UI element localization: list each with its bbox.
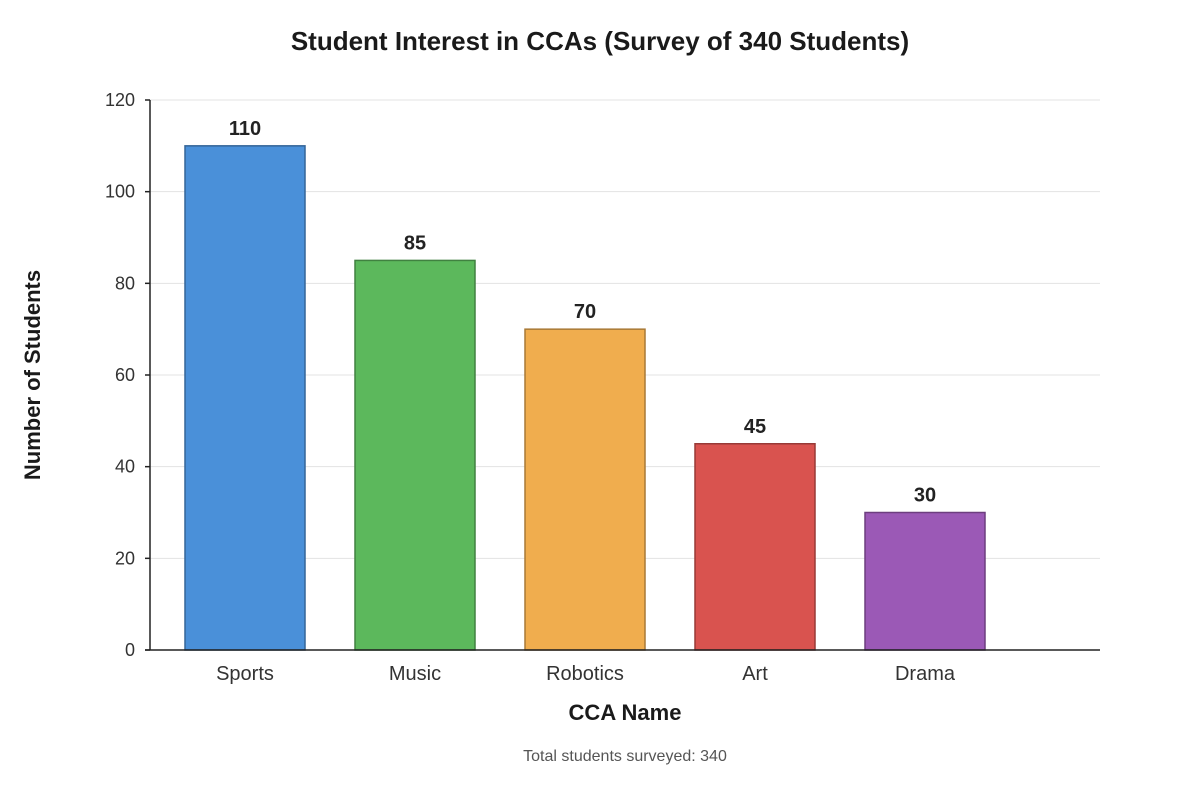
bar-art: [694, 443, 816, 651]
bar-robotics: [524, 328, 646, 651]
data-label-music: 85: [404, 232, 426, 254]
y-tick-label: 20: [115, 548, 135, 568]
y-tick-labels: 0 20 40 60 80 100 120: [105, 90, 150, 660]
y-tick-label: 120: [105, 90, 135, 110]
data-label-drama: 30: [914, 485, 936, 507]
x-axis-title: CCA Name: [569, 700, 682, 725]
x-tick-label-drama: Drama: [895, 663, 956, 685]
x-tick-label-sports: Sports: [216, 663, 274, 685]
footnote: Total students surveyed: 340: [523, 748, 727, 765]
y-tick-label: 60: [115, 365, 135, 385]
bar-music: [354, 259, 476, 651]
x-tick-label-art: Art: [742, 663, 768, 685]
x-tick-label-music: Music: [389, 663, 441, 685]
bar-drama: [864, 511, 986, 651]
y-axis-title: Number of Students: [20, 270, 45, 480]
chart-title: Student Interest in CCAs (Survey of 340 …: [291, 26, 909, 56]
y-tick-label: 40: [115, 457, 135, 477]
bar-sports: [184, 145, 306, 651]
data-label-art: 45: [744, 416, 766, 438]
bars: [184, 145, 986, 651]
y-tick-label: 80: [115, 273, 135, 293]
y-tick-label: 100: [105, 182, 135, 202]
y-tick-label: 0: [125, 640, 135, 660]
data-label-robotics: 70: [574, 301, 596, 323]
data-labels: 110 85 70 45 30: [229, 118, 936, 507]
x-tick-label-robotics: Robotics: [546, 663, 624, 685]
data-label-sports: 110: [229, 118, 261, 140]
x-tick-labels: Sports Music Robotics Art Drama: [216, 663, 956, 685]
